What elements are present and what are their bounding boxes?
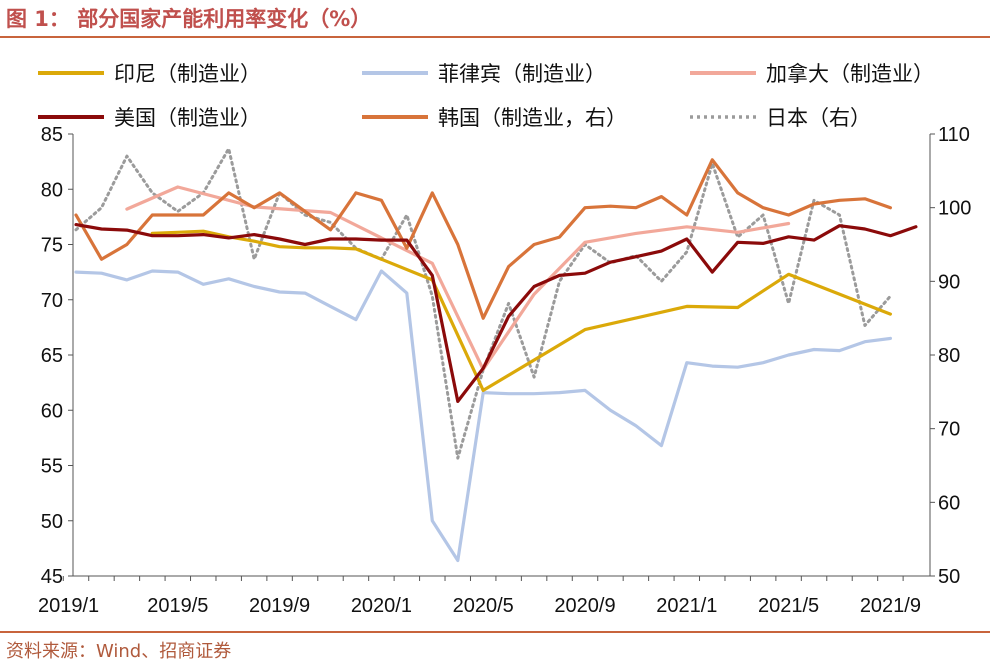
legend-label-usa: 美国（制造业） xyxy=(114,107,261,130)
x-tick-label: 2019/9 xyxy=(249,595,310,617)
series-line-usa xyxy=(74,223,918,403)
x-tick-label: 2021/1 xyxy=(656,595,717,617)
x-tick-label: 2021/9 xyxy=(860,595,921,617)
legend-label-korea: 韩国（制造业，右） xyxy=(438,107,627,130)
x-tick-label: 2020/1 xyxy=(351,595,412,617)
x-tick-label: 2020/9 xyxy=(554,595,615,617)
y-left-tick-label: 70 xyxy=(41,290,63,312)
source-note: 资料来源：Wind、招商证券 xyxy=(6,641,232,662)
x-tick-label: 2019/1 xyxy=(38,595,99,617)
y-right-tick-label: 80 xyxy=(938,345,960,367)
y-right-tick-label: 110 xyxy=(938,124,970,146)
series-line-japan xyxy=(74,147,892,460)
source-rule xyxy=(0,631,990,633)
legend-label-canada: 加拿大（制造业） xyxy=(766,62,934,86)
series-line-india xyxy=(150,229,892,392)
y-left-tick-label: 60 xyxy=(41,400,63,422)
x-tick-label: 2020/5 xyxy=(453,595,514,617)
series-line-korea xyxy=(74,158,892,320)
x-tick-label: 2019/5 xyxy=(147,595,208,617)
axes: 45 50 55 60 65 70 75 80 85 50 60 70 80 90 100 110 2019/1… xyxy=(38,124,971,617)
x-tick-label: 2021/5 xyxy=(758,595,819,617)
y-right-tick-label: 90 xyxy=(938,271,960,293)
title-rule xyxy=(0,36,990,38)
y-right-tick-label: 50 xyxy=(938,566,960,588)
y-left-tick-label: 45 xyxy=(41,566,63,588)
y-left-tick-label: 50 xyxy=(41,511,63,533)
legend-label-japan: 日本（右） xyxy=(766,107,871,130)
y-right-tick-label: 100 xyxy=(938,198,971,220)
y-right-tick-label: 60 xyxy=(938,492,960,514)
series-layer xyxy=(74,147,918,563)
y-left-tick-label: 85 xyxy=(41,124,63,146)
figure-title: 图 1： 部分国家产能利用率变化（%） xyxy=(6,7,372,31)
legend-label-india: 印尼（制造业） xyxy=(114,63,261,86)
legend-label-philippines: 菲律宾（制造业） xyxy=(438,63,606,86)
y-left-tick-label: 65 xyxy=(41,345,63,367)
y-left-tick-label: 75 xyxy=(41,235,63,257)
y-right-tick-label: 70 xyxy=(938,419,960,441)
y-left-tick-label: 80 xyxy=(41,179,63,201)
y-left-tick-label: 55 xyxy=(41,456,63,478)
legend: 印尼（制造业） 菲律宾（制造业） 加拿大（制造业） 美国（制造业） 韩国（制造业，右） 日… xyxy=(38,62,934,130)
series-line-philippines xyxy=(74,269,892,563)
